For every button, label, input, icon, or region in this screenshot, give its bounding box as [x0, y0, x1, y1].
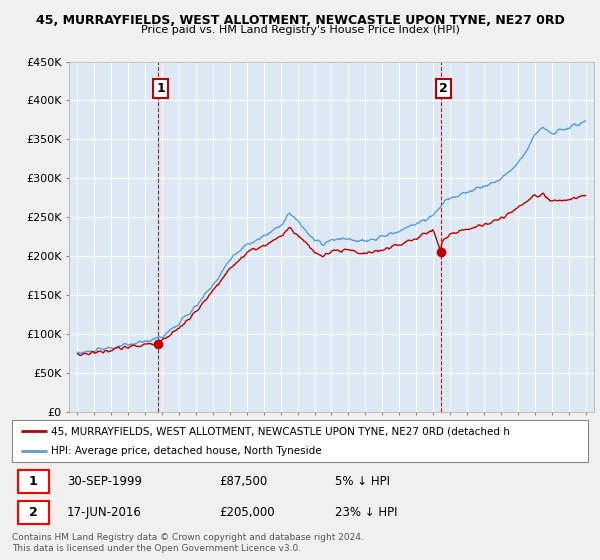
Text: £87,500: £87,500	[220, 475, 268, 488]
Text: £205,000: £205,000	[220, 506, 275, 519]
Text: 17-JUN-2016: 17-JUN-2016	[67, 506, 142, 519]
Text: 23% ↓ HPI: 23% ↓ HPI	[335, 506, 397, 519]
Text: 1: 1	[29, 475, 38, 488]
Bar	[18, 470, 49, 493]
Text: HPI: Average price, detached house, North Tyneside: HPI: Average price, detached house, Nort…	[51, 446, 322, 456]
Text: Contains HM Land Registry data © Crown copyright and database right 2024.
This d: Contains HM Land Registry data © Crown c…	[12, 533, 364, 553]
Bar	[18, 501, 49, 524]
Text: Price paid vs. HM Land Registry's House Price Index (HPI): Price paid vs. HM Land Registry's House …	[140, 25, 460, 35]
Text: 45, MURRAYFIELDS, WEST ALLOTMENT, NEWCASTLE UPON TYNE, NE27 0RD: 45, MURRAYFIELDS, WEST ALLOTMENT, NEWCAS…	[35, 14, 565, 27]
Text: 2: 2	[439, 82, 448, 95]
Text: 2: 2	[29, 506, 38, 519]
Text: 45, MURRAYFIELDS, WEST ALLOTMENT, NEWCASTLE UPON TYNE, NE27 0RD (detached h: 45, MURRAYFIELDS, WEST ALLOTMENT, NEWCAS…	[51, 427, 510, 437]
Text: 1: 1	[156, 82, 165, 95]
Text: 30-SEP-1999: 30-SEP-1999	[67, 475, 142, 488]
Text: 5% ↓ HPI: 5% ↓ HPI	[335, 475, 389, 488]
